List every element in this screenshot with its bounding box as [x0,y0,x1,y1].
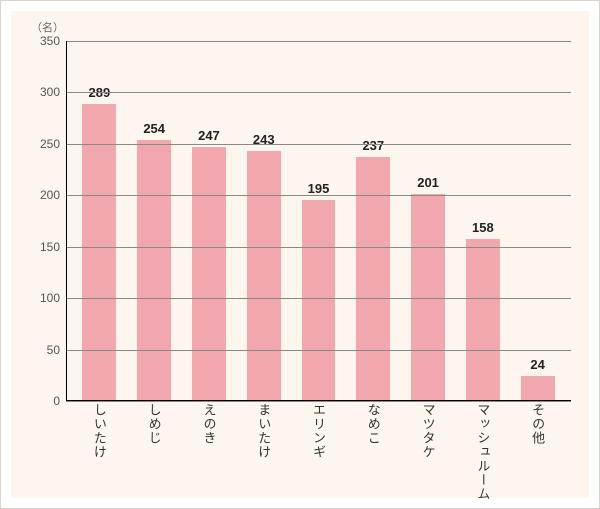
grid-line [66,350,571,351]
bar-value-label: 237 [362,138,384,153]
bar-value-label: 254 [143,121,165,136]
bar-value-label: 24 [530,357,544,372]
grid-line [66,298,571,299]
bar-rect [521,376,555,401]
x-label: なめこ [346,403,401,501]
x-label-text: えのき [199,403,218,501]
grid-line [66,92,571,93]
bar-slot: 289 [72,41,127,401]
x-label-text: なめこ [364,403,383,501]
chart-background: （名） 289 254 247 243 195 237 201 158 24 0 50 100 150… [11,11,589,498]
bar-rect [247,151,281,401]
y-tick-label: 250 [40,137,60,151]
grid-line [66,401,571,402]
bar-value-label: 158 [472,220,494,235]
x-label: エリンギ [291,403,346,501]
x-label: しいたけ [72,403,127,501]
bar-value-label: 195 [308,181,330,196]
y-axis [66,41,67,401]
bar-value-label: 201 [417,175,439,190]
y-tick-label: 200 [40,188,60,202]
bar-slot: 247 [182,41,237,401]
bar-value-label: 247 [198,128,220,143]
x-label: しめじ [127,403,182,501]
bar-slot: 195 [291,41,346,401]
x-label-text: マッシュルーム [473,403,492,501]
grid-line [66,41,571,42]
x-label-text: その他 [528,403,547,501]
bar-slot: 237 [346,41,401,401]
chart-frame: （名） 289 254 247 243 195 237 201 158 24 0 50 100 150… [0,0,600,509]
x-label-text: まいたけ [254,403,273,501]
x-label: まいたけ [236,403,291,501]
y-tick-label: 300 [40,85,60,99]
y-tick-label: 0 [53,394,60,408]
x-axis [66,400,571,401]
x-label: マツタケ [401,403,456,501]
bar-rect [192,147,226,401]
x-label: マッシュルーム [455,403,510,501]
plot-area: 28925424724319523720115824 0501001502002… [66,41,571,401]
y-tick-label: 100 [40,291,60,305]
y-tick-label: 350 [40,34,60,48]
grid-line [66,195,571,196]
x-label-text: マツタケ [419,403,438,501]
bar-rect [137,140,171,401]
bar-slot: 24 [510,41,565,401]
y-tick-label: 50 [47,343,60,357]
x-label: その他 [510,403,565,501]
bar-rect [356,157,390,401]
grid-line [66,247,571,248]
bars-container: 289 254 247 243 195 237 201 158 24 [66,41,571,401]
bar-slot: 254 [127,41,182,401]
x-label-text: しいたけ [90,403,109,501]
y-tick-label: 150 [40,240,60,254]
grid-line [66,144,571,145]
bar-slot: 158 [455,41,510,401]
bar-rect [302,200,336,401]
bar-rect [82,104,116,401]
y-axis-unit: （名） [31,19,64,35]
x-label-text: しめじ [145,403,164,501]
x-label: えのき [182,403,237,501]
bar-rect [466,239,500,402]
bar-slot: 243 [236,41,291,401]
bar-slot: 201 [401,41,456,401]
x-labels-container: しいたけ しめじ えのき まいたけ エリンギ なめこ マツタケ マッシュルーム その他 [66,403,571,501]
x-label-text: エリンギ [309,403,328,501]
